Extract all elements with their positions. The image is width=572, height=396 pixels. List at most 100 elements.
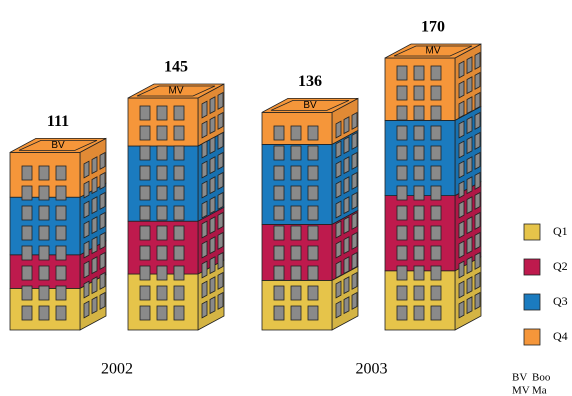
window	[55, 245, 67, 261]
window	[413, 225, 425, 241]
window	[217, 171, 224, 190]
window	[351, 291, 358, 310]
window	[474, 151, 481, 170]
window	[413, 305, 425, 321]
roof	[261, 98, 359, 113]
window	[396, 65, 408, 81]
window	[396, 165, 408, 181]
window	[335, 120, 342, 139]
window	[156, 105, 168, 121]
window	[173, 165, 185, 181]
window	[83, 180, 90, 199]
window	[99, 231, 106, 250]
window	[209, 96, 216, 115]
window	[430, 245, 442, 261]
window	[201, 280, 208, 299]
window	[38, 205, 50, 221]
window	[91, 176, 98, 195]
window	[83, 220, 90, 239]
window	[307, 225, 319, 241]
window	[307, 205, 319, 221]
window	[396, 285, 408, 301]
window	[466, 256, 473, 275]
window	[139, 145, 151, 161]
window	[156, 225, 168, 241]
window	[21, 165, 33, 181]
window	[430, 265, 442, 281]
window	[83, 280, 90, 299]
window	[430, 185, 442, 201]
window	[413, 125, 425, 141]
window	[458, 220, 465, 239]
window	[413, 165, 425, 181]
window	[139, 265, 151, 281]
window	[209, 216, 216, 235]
window	[343, 176, 350, 195]
window	[290, 145, 302, 161]
window	[474, 211, 481, 230]
window	[217, 271, 224, 290]
window	[173, 225, 185, 241]
window	[38, 245, 50, 261]
window	[139, 185, 151, 201]
window	[466, 236, 473, 255]
window	[99, 291, 106, 310]
window	[458, 60, 465, 79]
window	[430, 285, 442, 301]
window	[217, 191, 224, 210]
legend-label: Q2	[553, 259, 568, 273]
window	[201, 200, 208, 219]
window	[335, 140, 342, 159]
window	[173, 285, 185, 301]
window	[351, 211, 358, 230]
window	[99, 251, 106, 270]
window	[413, 85, 425, 101]
window	[21, 245, 33, 261]
window	[273, 245, 285, 261]
window	[290, 305, 302, 321]
window	[55, 265, 67, 281]
window	[156, 125, 168, 141]
window	[21, 285, 33, 301]
window	[273, 205, 285, 221]
window	[21, 225, 33, 241]
roof-label: BV	[51, 140, 65, 151]
window	[474, 291, 481, 310]
window	[156, 205, 168, 221]
window	[343, 296, 350, 315]
window	[99, 191, 106, 210]
group-label: 2002	[101, 361, 133, 378]
window	[156, 245, 168, 261]
roof-label: MV	[169, 86, 184, 97]
window	[396, 125, 408, 141]
window	[273, 185, 285, 201]
window	[307, 285, 319, 301]
window	[273, 145, 285, 161]
window	[273, 125, 285, 141]
window	[474, 91, 481, 110]
window	[173, 305, 185, 321]
abbr-code: MV	[512, 385, 530, 396]
abbr-text: Boo	[532, 372, 551, 384]
window	[458, 160, 465, 179]
window	[38, 225, 50, 241]
window	[458, 200, 465, 219]
window	[458, 240, 465, 259]
window	[139, 305, 151, 321]
group-label: 2003	[356, 361, 388, 378]
roof-inner	[270, 100, 350, 111]
window	[466, 176, 473, 195]
window	[139, 285, 151, 301]
window	[430, 305, 442, 321]
window	[55, 285, 67, 301]
window	[201, 140, 208, 159]
window	[430, 145, 442, 161]
window	[458, 100, 465, 119]
window	[466, 116, 473, 135]
window	[201, 120, 208, 139]
legend-swatch	[523, 258, 541, 276]
legend-label: Q4	[553, 329, 568, 343]
window	[91, 296, 98, 315]
window	[83, 160, 90, 179]
window	[335, 160, 342, 179]
